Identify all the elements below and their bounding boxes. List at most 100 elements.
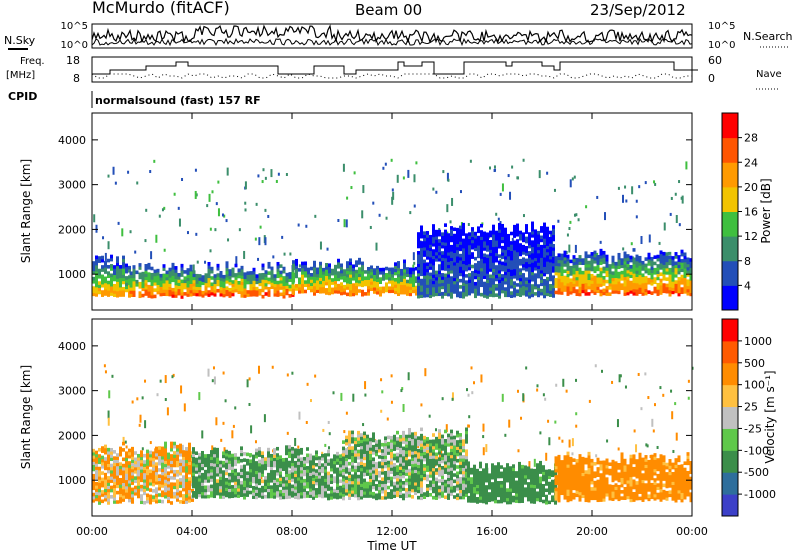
velocity-cell-691 <box>185 478 188 482</box>
velocity-cell-430 <box>131 450 134 454</box>
power-cell-1407 <box>456 268 459 273</box>
power-cell-552 <box>204 292 208 296</box>
power-cell-993 <box>361 270 364 275</box>
power-cell-2016 <box>549 268 552 272</box>
velocity-cell-1546 <box>363 472 366 476</box>
velocity-cell-711 <box>188 467 191 472</box>
velocity-cell-2329 <box>509 488 512 492</box>
velocity-cell-1224 <box>300 472 303 477</box>
velocity-cell-1371 <box>336 492 339 497</box>
velocity-cell-1346 <box>327 452 330 457</box>
velocity-speckle-57 <box>675 432 678 441</box>
power-cell-281 <box>110 289 113 293</box>
power-cell-1762 <box>510 266 513 270</box>
velocity-cell-1964 <box>432 452 435 456</box>
velocity-cell-415 <box>131 500 134 504</box>
power-cell-2354 <box>632 260 636 265</box>
power-cell-1619 <box>489 274 492 279</box>
velocity-cell-1055 <box>264 476 267 480</box>
velocity-cell-1247 <box>306 481 309 486</box>
velocity-cell-1526 <box>360 473 363 478</box>
power-cell-721 <box>267 261 271 266</box>
velocity-cell-2334 <box>509 472 512 477</box>
velocity-cell-2169 <box>465 433 468 438</box>
velocity-speckle-123 <box>407 372 410 381</box>
power-cell-1845 <box>522 238 525 243</box>
power-cell-2372 <box>638 284 642 288</box>
velocity-speckle-80 <box>674 402 677 406</box>
velocity-cell-1952 <box>432 489 435 494</box>
velocity-cell-1454 <box>348 455 351 460</box>
velocity-cell-676 <box>182 475 185 479</box>
power-cell-1052 <box>385 276 388 280</box>
power-cell-525 <box>192 292 196 296</box>
velocity-cell-1828 <box>411 476 414 480</box>
power-cell-571 <box>210 285 214 290</box>
power-cell-556 <box>204 279 208 284</box>
power-cell-1862 <box>525 236 528 241</box>
velocity-cell-1318 <box>321 466 324 471</box>
velocity-cell-431 <box>131 446 134 451</box>
power-colorbar-segment-7 <box>722 113 738 139</box>
velocity-cell-1597 <box>372 491 375 496</box>
power-cell-692 <box>258 291 262 296</box>
power-cell-1525 <box>474 266 477 270</box>
power-cell-2169 <box>584 270 588 274</box>
power-cell-1197 <box>423 240 426 245</box>
velocity-cell-674 <box>182 481 185 486</box>
power-cell-1589 <box>483 240 486 245</box>
power-cell-1615 <box>489 287 492 291</box>
velocity-cell-360 <box>119 481 122 485</box>
power-cell-483 <box>177 291 181 296</box>
velocity-cell-2108 <box>456 449 459 454</box>
power-cell-2405 <box>647 271 651 276</box>
power-cell-662 <box>243 272 247 276</box>
velocity-cell-307 <box>107 460 110 465</box>
power-cell-1402 <box>456 284 459 288</box>
power-cell-1162 <box>420 288 423 292</box>
power-cell-529 <box>192 279 196 284</box>
velocity-cell-1614 <box>375 496 378 501</box>
velocity-cell-1723 <box>393 447 396 451</box>
power-cell-467 <box>171 278 175 283</box>
power-cell-1186 <box>423 278 426 282</box>
power-cell-1567 <box>480 245 483 250</box>
power-cell-499 <box>180 263 184 268</box>
power-cell-2403 <box>647 280 651 285</box>
velocity-cell-497 <box>146 459 149 463</box>
velocity-cell-1287 <box>315 488 318 492</box>
power-cell-1562 <box>480 261 483 266</box>
velocity-cell-537 <box>155 471 158 476</box>
power-cell-1474 <box>465 252 468 256</box>
power-cell-2082 <box>560 259 564 264</box>
velocity-speckle-172 <box>222 371 225 375</box>
power-cell-2022 <box>549 249 552 254</box>
velocity-cell-655 <box>179 493 182 498</box>
power-cell-2444 <box>659 278 663 283</box>
velocity-cell-1031 <box>258 465 261 470</box>
power-cell-509 <box>186 283 190 288</box>
power-cell-824 <box>304 267 307 272</box>
velocity-cell-1885 <box>420 483 423 488</box>
power-cell-540 <box>198 292 202 297</box>
velocity-cell-712 <box>188 464 191 469</box>
power-cell-1722 <box>504 262 507 266</box>
velocity-cell-2153 <box>465 490 468 494</box>
velocity-cell-1618 <box>375 477 378 482</box>
power-cell-1579 <box>483 275 486 280</box>
power-cell-222 <box>92 286 95 290</box>
velocity-cell-2314 <box>506 500 509 505</box>
velocity-cell-433 <box>134 488 137 493</box>
power-cell-1812 <box>516 223 519 228</box>
velocity-cell-2111 <box>456 440 459 444</box>
power-cell-528 <box>192 282 196 287</box>
power-cell-1954 <box>540 263 543 268</box>
power-cell-2553 <box>686 266 690 271</box>
power-cell-2378 <box>638 265 642 269</box>
velocity-cell-930 <box>234 475 237 479</box>
power-cell-1289 <box>438 264 441 268</box>
velocity-speckle-121 <box>671 411 674 420</box>
power-cell-2557 <box>689 292 693 297</box>
power-cell-1234 <box>429 250 432 255</box>
velocity-cell-1874 <box>417 458 420 462</box>
